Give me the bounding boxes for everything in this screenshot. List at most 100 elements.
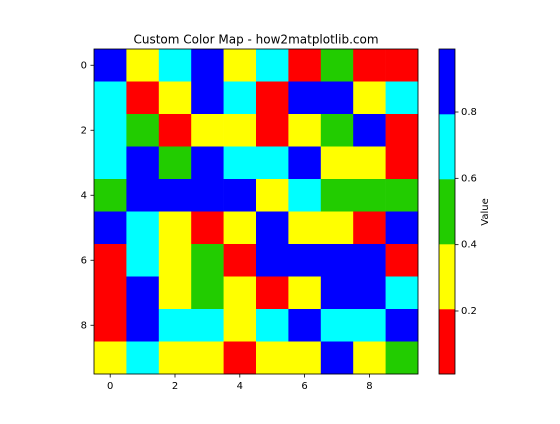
- cell: [94, 276, 127, 310]
- cell: [94, 49, 127, 82]
- cell: [126, 49, 160, 82]
- cell: [288, 81, 322, 115]
- cell: [385, 211, 419, 245]
- cell: [126, 276, 160, 310]
- cell: [94, 211, 127, 245]
- cell: [288, 114, 322, 147]
- cell: [320, 146, 354, 180]
- cell: [94, 114, 127, 147]
- cell: [191, 276, 224, 310]
- cell: [353, 81, 386, 115]
- cell: [158, 114, 192, 147]
- cell: [256, 211, 289, 245]
- cell: [353, 49, 386, 82]
- cell: [320, 179, 354, 212]
- cell: [158, 341, 192, 375]
- y-tick-label: 2: [81, 125, 87, 136]
- cell: [223, 211, 257, 245]
- cell: [191, 81, 224, 115]
- cell: [288, 309, 322, 342]
- cell: [158, 179, 192, 212]
- cell: [385, 114, 419, 147]
- cell: [126, 81, 160, 115]
- cell: [288, 244, 322, 277]
- colorbar-tick-label: 0.2: [461, 306, 477, 317]
- cell: [353, 341, 386, 375]
- cell: [256, 114, 289, 147]
- cell: [94, 309, 127, 342]
- cell: [256, 244, 289, 277]
- cell: [256, 341, 289, 375]
- cell: [223, 49, 257, 82]
- cell: [158, 276, 192, 310]
- cell: [256, 179, 289, 212]
- cell: [385, 146, 419, 180]
- cell: [126, 244, 160, 277]
- cell: [385, 81, 419, 115]
- cell: [320, 49, 354, 82]
- cell: [353, 309, 386, 342]
- x-tick-label: 6: [301, 381, 307, 392]
- cell: [223, 179, 257, 212]
- cell: [256, 309, 289, 342]
- cell: [191, 146, 224, 180]
- cell: [126, 211, 160, 245]
- cell: [223, 309, 257, 342]
- cell: [158, 49, 192, 82]
- cell: [320, 341, 354, 375]
- cell: [256, 276, 289, 310]
- chart-title: Custom Color Map - how2matplotlib.com: [133, 33, 378, 47]
- cell: [126, 146, 160, 180]
- cell: [385, 341, 419, 375]
- cell: [353, 146, 386, 180]
- cell: [158, 81, 192, 115]
- y-tick-label: 0: [81, 60, 87, 71]
- cell: [94, 244, 127, 277]
- cell: [288, 276, 322, 310]
- x-tick-label: 0: [107, 381, 113, 392]
- cell: [353, 244, 386, 277]
- cell: [353, 211, 386, 245]
- cell: [288, 146, 322, 180]
- cell: [94, 146, 127, 180]
- cell: [256, 81, 289, 115]
- colorbar-segment: [439, 49, 455, 115]
- cell: [385, 244, 419, 277]
- colorbar-tick-label: 0.4: [461, 240, 477, 251]
- cell: [191, 114, 224, 147]
- cell: [223, 341, 257, 375]
- x-tick-label: 4: [237, 381, 243, 392]
- cell: [223, 146, 257, 180]
- cell: [158, 309, 192, 342]
- axes-frame: [93, 48, 419, 375]
- cell: [320, 81, 354, 115]
- cell: [288, 49, 322, 82]
- y-tick-label: 6: [81, 255, 87, 266]
- cell: [158, 211, 192, 245]
- colorbar-segment: [439, 309, 455, 375]
- cell: [385, 309, 419, 342]
- cell: [158, 244, 192, 277]
- cell: [223, 114, 257, 147]
- cell: [385, 49, 419, 82]
- cell: [158, 146, 192, 180]
- cell: [126, 114, 160, 147]
- cell: [353, 276, 386, 310]
- colorbar-segment: [439, 244, 455, 310]
- cell: [126, 309, 160, 342]
- cell: [191, 179, 224, 212]
- cell: [288, 211, 322, 245]
- colorbar-tick-label: 0.6: [461, 173, 477, 184]
- colorbar-segment: [439, 179, 455, 245]
- cell: [320, 276, 354, 310]
- cell: [320, 309, 354, 342]
- cell: [191, 244, 224, 277]
- x-tick-label: 2: [172, 381, 178, 392]
- cell: [191, 341, 224, 375]
- cell: [126, 179, 160, 212]
- cell: [223, 276, 257, 310]
- cell: [223, 244, 257, 277]
- cell: [385, 276, 419, 310]
- cell: [256, 146, 289, 180]
